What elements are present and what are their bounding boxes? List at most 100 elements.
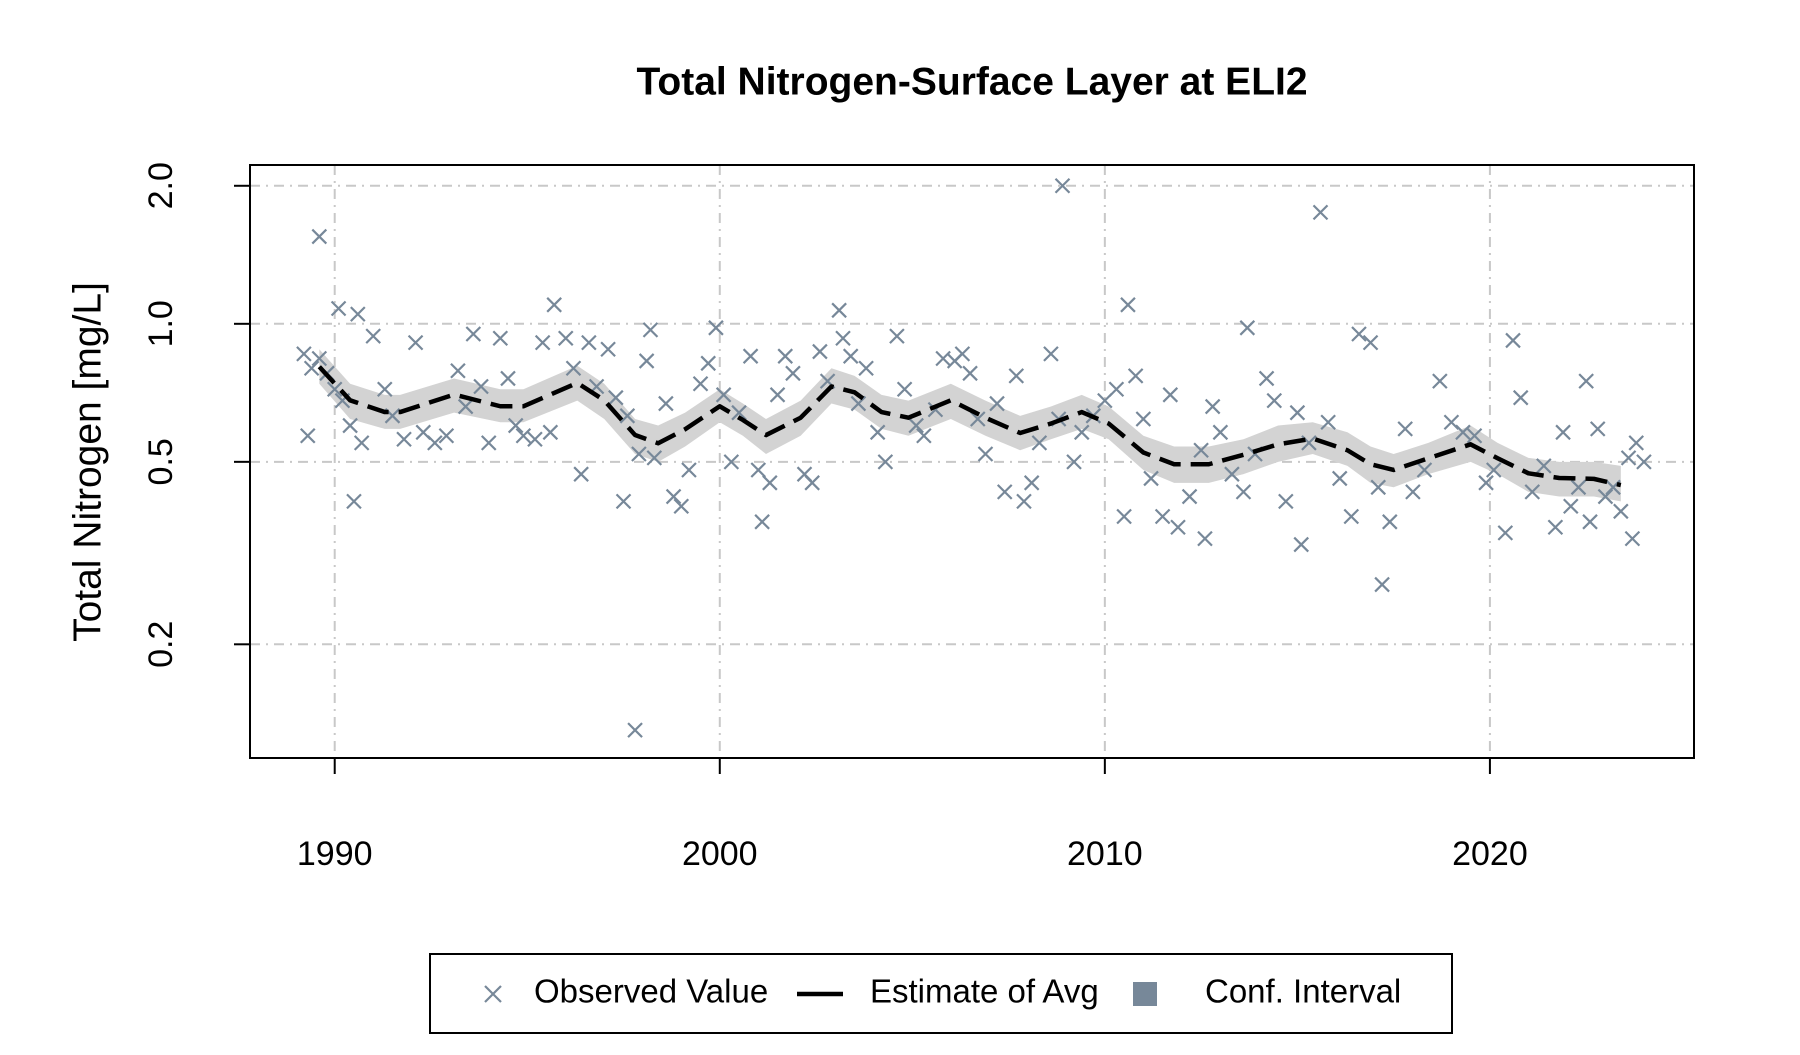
observed-point (1008, 368, 1025, 384)
observed-point (731, 404, 747, 421)
observed-point (1405, 484, 1421, 500)
observed-point (692, 375, 709, 392)
observed-point (1204, 398, 1221, 415)
observed-point (342, 417, 358, 434)
estimate-line (317, 365, 1622, 488)
observed-point (296, 346, 312, 362)
observed-point (723, 454, 740, 470)
observed-point (557, 330, 574, 347)
observed-point (869, 424, 886, 441)
observed-point (480, 435, 497, 451)
observed-point (1343, 508, 1360, 525)
observed-point (1478, 475, 1494, 491)
observed-point (673, 498, 690, 515)
observed-point (1570, 479, 1587, 496)
x-tick-label: 2020 (1452, 835, 1528, 873)
observed-point (438, 427, 455, 444)
observed-point (346, 493, 362, 510)
observed-point (1239, 320, 1256, 336)
observed-point (916, 427, 932, 444)
confidence-band (319, 349, 1621, 502)
observed-point (638, 353, 655, 369)
x-tick-label: 2010 (1067, 835, 1143, 873)
y-tick-label: 0.5 (142, 438, 180, 485)
observed-point (1016, 493, 1032, 510)
observed-point (1031, 435, 1048, 451)
observed-point (1636, 454, 1652, 470)
observed-point (889, 328, 905, 344)
observed-point (581, 334, 597, 351)
observed-point (1432, 373, 1448, 389)
observed-point (989, 395, 1005, 412)
observed-point (1597, 488, 1614, 505)
observed-point (1628, 435, 1645, 451)
observed-point (615, 493, 632, 510)
y-tick-label: 0.2 (142, 621, 180, 668)
observed-point (631, 446, 647, 462)
observed-point (376, 381, 393, 398)
legend-symbol (484, 985, 502, 1003)
legend-label: Estimate of Avg (870, 973, 1099, 1010)
observed-point (1497, 525, 1514, 541)
observed-point (573, 466, 589, 482)
observed-point (1382, 514, 1398, 530)
y-tick-label: 2.0 (142, 162, 180, 209)
observed-point (1524, 484, 1541, 500)
observed-point (1624, 530, 1641, 547)
observed-point (1181, 488, 1198, 505)
observed-point (326, 381, 343, 398)
observed-point (407, 334, 424, 351)
observed-point (311, 228, 328, 245)
observed-point (396, 431, 412, 448)
observed-point (896, 381, 913, 398)
observed-point (473, 378, 489, 395)
observed-point (1578, 373, 1594, 389)
observed-point (1397, 421, 1413, 437)
observed-point (1555, 424, 1571, 441)
observed-point (1116, 508, 1132, 525)
plot-frame (249, 164, 1695, 759)
observed-point (1620, 450, 1637, 466)
observed-point (1320, 414, 1336, 431)
chart-title: Total Nitrogen-Surface Layer at ELI2 (636, 60, 1307, 103)
observed-point (427, 435, 443, 451)
observed-point (450, 362, 466, 379)
observed-point (627, 722, 643, 738)
observed-point (330, 300, 347, 317)
observed-point (1162, 387, 1179, 403)
observed-point (812, 343, 828, 360)
observed-point (457, 398, 474, 415)
observed-point (642, 322, 659, 338)
observed-point (842, 348, 859, 364)
observed-point (1066, 454, 1082, 470)
observed-point (1293, 536, 1310, 553)
observed-point (500, 370, 516, 387)
observed-point (546, 297, 562, 313)
observed-point (353, 435, 370, 451)
observed-point (996, 484, 1013, 500)
observed-point (1455, 424, 1471, 441)
observed-point (527, 431, 543, 448)
observed-point (785, 365, 801, 382)
observed-point (1374, 576, 1390, 593)
observed-point (769, 387, 786, 403)
observed-point (1224, 466, 1240, 482)
observed-point (303, 360, 320, 377)
observed-point (777, 348, 794, 364)
observed-point (908, 417, 924, 434)
observed-point (646, 450, 663, 466)
observed-point (1536, 458, 1552, 474)
y-tick-label: 1.0 (142, 300, 180, 347)
observed-point (1193, 442, 1209, 459)
observed-point (1170, 519, 1186, 536)
x-tick-label: 1990 (297, 835, 373, 873)
observed-point (600, 341, 616, 358)
legend-box (429, 953, 1453, 1034)
observed-point (1127, 368, 1144, 384)
observed-point (492, 330, 509, 347)
observed-point (1154, 508, 1171, 525)
observed-point (804, 475, 820, 491)
observed-point (365, 328, 381, 344)
observed-point (1331, 470, 1348, 487)
